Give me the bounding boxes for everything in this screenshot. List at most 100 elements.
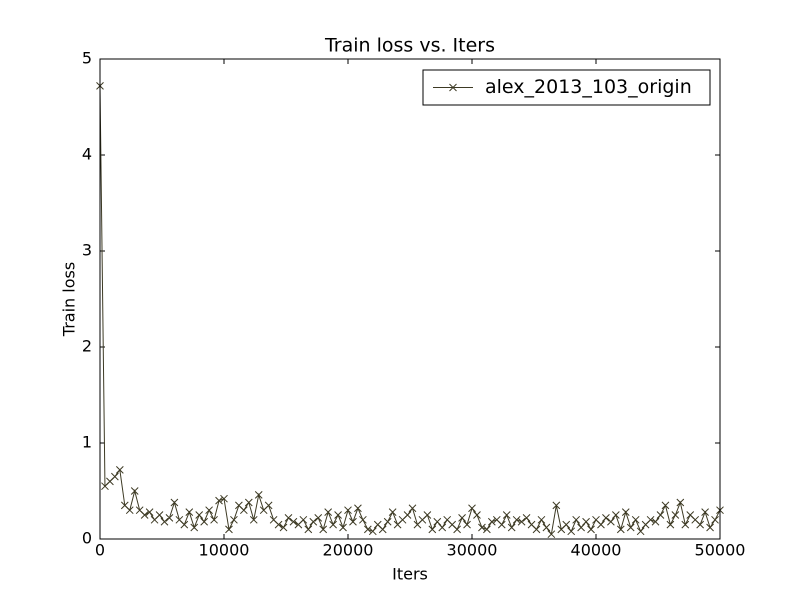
- y-axis-label: Train loss: [60, 262, 79, 337]
- point-marker: [363, 525, 372, 534]
- y-tick-label: 1: [82, 433, 92, 452]
- point-marker: [284, 514, 293, 522]
- point-marker: [329, 520, 337, 529]
- point-marker: [160, 517, 169, 526]
- point-marker: [473, 511, 481, 519]
- point-marker: [180, 520, 189, 529]
- point-marker: [696, 520, 705, 529]
- point-marker: [542, 523, 551, 532]
- point-marker: [339, 523, 347, 532]
- x-tick-label: 30000: [447, 541, 498, 560]
- point-marker: [314, 514, 323, 522]
- point-marker: [522, 514, 531, 522]
- point-marker: [453, 525, 461, 534]
- point-marker: [388, 508, 397, 516]
- point-marker: [597, 520, 605, 529]
- point-marker: [304, 525, 313, 534]
- point-marker: [111, 472, 119, 481]
- point-marker: [463, 520, 471, 529]
- point-marker: [200, 517, 209, 526]
- point-marker: [428, 525, 437, 534]
- point-marker: [205, 506, 213, 515]
- y-tick-label: 0: [82, 529, 92, 548]
- point-marker: [289, 517, 298, 526]
- y-tick-label: 5: [82, 49, 92, 68]
- point-marker: [125, 506, 134, 515]
- point-marker: [215, 496, 223, 505]
- point-marker: [458, 514, 466, 522]
- point-marker: [512, 515, 521, 524]
- point-marker: [190, 523, 199, 532]
- point-marker: [676, 498, 685, 507]
- point-marker: [244, 498, 253, 507]
- point-marker: [423, 511, 432, 519]
- point-marker: [354, 504, 362, 513]
- point-marker: [547, 530, 556, 539]
- point-marker: [487, 517, 496, 526]
- point-marker: [517, 517, 526, 526]
- point-marker: [165, 514, 174, 522]
- point-marker: [359, 515, 367, 524]
- plot-frame: [99, 58, 721, 540]
- point-marker: [537, 515, 546, 524]
- point-marker: [532, 525, 541, 534]
- point-marker: [383, 517, 392, 526]
- point-marker: [115, 466, 124, 474]
- point-marker: [483, 525, 491, 534]
- point-marker: [170, 498, 179, 507]
- point-marker: [230, 515, 238, 524]
- point-marker: [210, 515, 218, 524]
- point-marker: [646, 515, 655, 524]
- x-tick-label: 20000: [323, 541, 374, 560]
- point-marker: [220, 494, 228, 503]
- point-marker: [666, 520, 675, 529]
- point-marker: [408, 504, 417, 513]
- x-tick-label: 40000: [571, 541, 622, 560]
- point-marker: [631, 515, 640, 524]
- point-marker: [706, 523, 714, 532]
- legend-label: alex_2013_103_origin: [485, 76, 692, 98]
- point-marker: [254, 490, 263, 499]
- y-tick-label: 3: [82, 241, 92, 260]
- point-marker: [681, 520, 690, 529]
- point-marker: [299, 515, 308, 524]
- point-marker: [319, 525, 328, 534]
- point-marker: [661, 501, 670, 510]
- x-tick-label: 50000: [695, 541, 746, 560]
- point-marker: [567, 527, 576, 536]
- point-marker: [468, 504, 476, 513]
- point-marker: [239, 506, 248, 515]
- x-tick-label: 10000: [199, 541, 250, 560]
- point-marker: [145, 508, 154, 516]
- point-marker: [225, 525, 233, 534]
- point-marker: [378, 525, 387, 534]
- point-marker: [651, 517, 660, 526]
- point-marker: [324, 508, 333, 516]
- point-marker: [711, 515, 719, 524]
- point-marker: [497, 520, 506, 529]
- point-marker: [626, 523, 635, 532]
- point-marker: [349, 517, 357, 526]
- y-tick-label: 4: [82, 145, 92, 164]
- chart-title: Train loss vs. Iters: [324, 35, 495, 57]
- point-marker: [368, 527, 377, 536]
- point-marker: [611, 511, 620, 519]
- point-marker: [249, 515, 258, 524]
- y-tick-label: 2: [82, 337, 92, 356]
- point-marker: [140, 511, 149, 519]
- point-marker: [572, 515, 581, 524]
- point-marker: [433, 517, 442, 526]
- point-marker: [562, 520, 571, 529]
- point-marker: [130, 487, 139, 495]
- point-marker: [587, 525, 595, 534]
- point-marker: [616, 525, 625, 534]
- point-marker: [344, 506, 352, 515]
- point-marker: [403, 511, 412, 519]
- point-marker: [552, 501, 561, 510]
- point-marker: [607, 517, 615, 526]
- point-marker: [507, 523, 516, 532]
- point-marker: [195, 511, 204, 519]
- point-marker: [621, 508, 630, 516]
- x-axis-label: Iters: [392, 565, 428, 584]
